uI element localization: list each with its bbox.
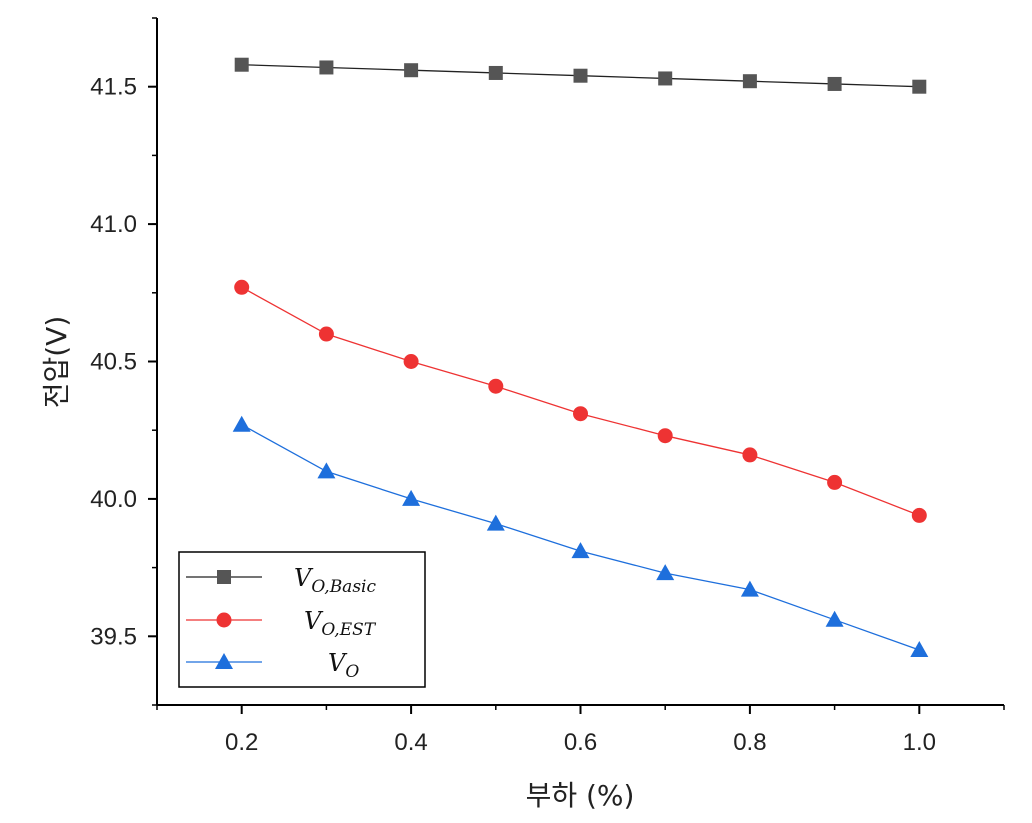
x-tick-label: 0.8 [733, 729, 766, 756]
y-axis-title: 전압(V) [40, 316, 73, 409]
legend-entry-0: VO,Basic [186, 564, 376, 597]
x-tick-label: 0.6 [564, 729, 597, 756]
y-tick-label: 40.0 [90, 486, 137, 513]
y-tick-label: 40.5 [90, 349, 137, 376]
legend-label-sub: O [345, 662, 359, 682]
data-point [486, 514, 505, 531]
data-point [488, 378, 504, 394]
data-point [488, 65, 503, 80]
series-2 [232, 415, 929, 658]
x-tick-label: 0.2 [225, 729, 258, 756]
series-0 [234, 57, 927, 94]
data-point [742, 447, 758, 463]
legend-marker [216, 612, 232, 628]
legend-label-sub: O,Basic [311, 577, 376, 597]
data-point [234, 279, 250, 295]
data-point [571, 542, 590, 559]
legend-label: VO [328, 649, 359, 682]
legend-label: VO,Basic [294, 564, 376, 597]
data-point [910, 641, 929, 658]
data-point [232, 415, 251, 432]
legend-entry-1: VO,EST [186, 607, 377, 640]
series-line [241, 286, 920, 516]
data-point [912, 79, 927, 94]
x-tick-label: 1.0 [903, 729, 936, 756]
data-point [657, 428, 673, 444]
y-tick-label: 41.0 [90, 211, 137, 238]
legend-marker [217, 570, 231, 584]
data-point [911, 507, 927, 523]
data-point [827, 76, 842, 91]
data-point [404, 63, 419, 78]
data-point [825, 610, 844, 627]
legend-marker [215, 653, 233, 669]
data-point [740, 580, 759, 597]
data-point [234, 57, 249, 72]
legend-label-main: V [304, 607, 324, 635]
x-axis-title: 부하 (%) [526, 779, 635, 812]
data-point [742, 74, 757, 89]
data-point [573, 68, 588, 83]
data-point [318, 326, 334, 342]
data-point [319, 60, 334, 75]
legend-label-main: V [294, 564, 314, 592]
legend-label: VO,EST [304, 607, 377, 640]
data-point [656, 564, 675, 581]
data-point [658, 71, 673, 86]
series-1 [234, 279, 927, 523]
legend-label-sub: O,EST [321, 620, 376, 640]
data-point [573, 406, 588, 422]
ticks: 0.2 0.4 0.6 0.8 1.0 39.5 40.0 40.5 41.0 41.5 [90, 17, 1005, 756]
data-point [317, 462, 336, 479]
legend-entry-2: VO [186, 649, 359, 682]
data-point [827, 474, 843, 490]
y-tick-label: 41.5 [90, 74, 137, 101]
x-tick-label: 0.4 [394, 729, 427, 756]
data-point [402, 489, 421, 506]
y-tick-label: 39.5 [90, 623, 137, 650]
legend-label-main: V [328, 649, 348, 677]
series-layer [232, 57, 929, 658]
data-point [403, 354, 419, 369]
